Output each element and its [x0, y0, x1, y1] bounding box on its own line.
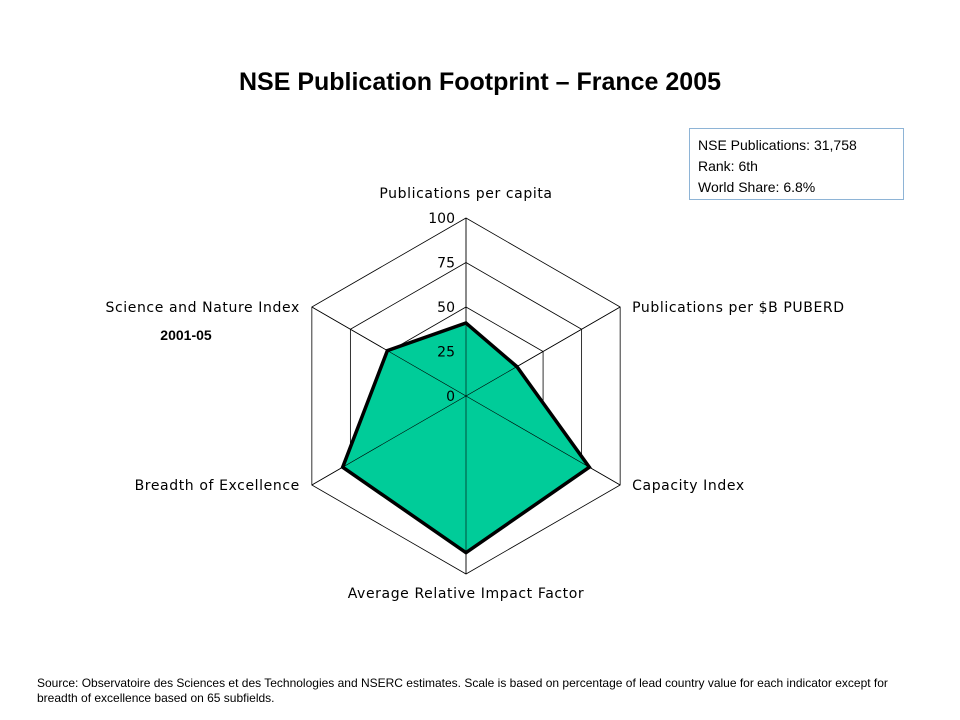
- tick-label: 25: [437, 345, 455, 361]
- info-rank: Rank: 6th: [698, 158, 758, 174]
- axis-spoke-overlay: [465, 306, 621, 397]
- radar-axis-labels: Publications per capita Publications per …: [105, 186, 844, 602]
- chart-title: NSE Publication Footprint – France 2005: [238, 68, 722, 96]
- axis-sublabel: 2001-05: [160, 327, 212, 343]
- tick-label: 50: [437, 300, 455, 316]
- axis-label: Publications per capita: [379, 186, 552, 202]
- axis-label: Science and Nature Index: [105, 300, 299, 316]
- tick-label: 75: [437, 256, 455, 272]
- axis-label: Publications per $B PUBERD: [632, 300, 845, 316]
- radar-data: [311, 218, 621, 574]
- axis-spoke-overlay: [311, 395, 467, 486]
- source-note: Source: Observatoire des Sciences et des…: [37, 676, 888, 705]
- radar-ticks: 0 25 50 75 100: [428, 211, 455, 405]
- axis-spoke-overlay: [465, 395, 621, 486]
- info-publications: NSE Publications: 31,758: [698, 137, 857, 153]
- tick-label: 0: [446, 389, 455, 405]
- info-box: NSE Publications: 31,758 Rank: 6th World…: [689, 128, 904, 200]
- tick-label: 100: [428, 211, 455, 227]
- axis-spoke-overlay: [311, 306, 467, 397]
- axis-label: Capacity Index: [632, 478, 745, 494]
- axis-label: Average Relative Impact Factor: [348, 586, 585, 602]
- info-world-share: World Share: 6.8%: [698, 179, 816, 195]
- axis-label: Breadth of Excellence: [135, 478, 300, 494]
